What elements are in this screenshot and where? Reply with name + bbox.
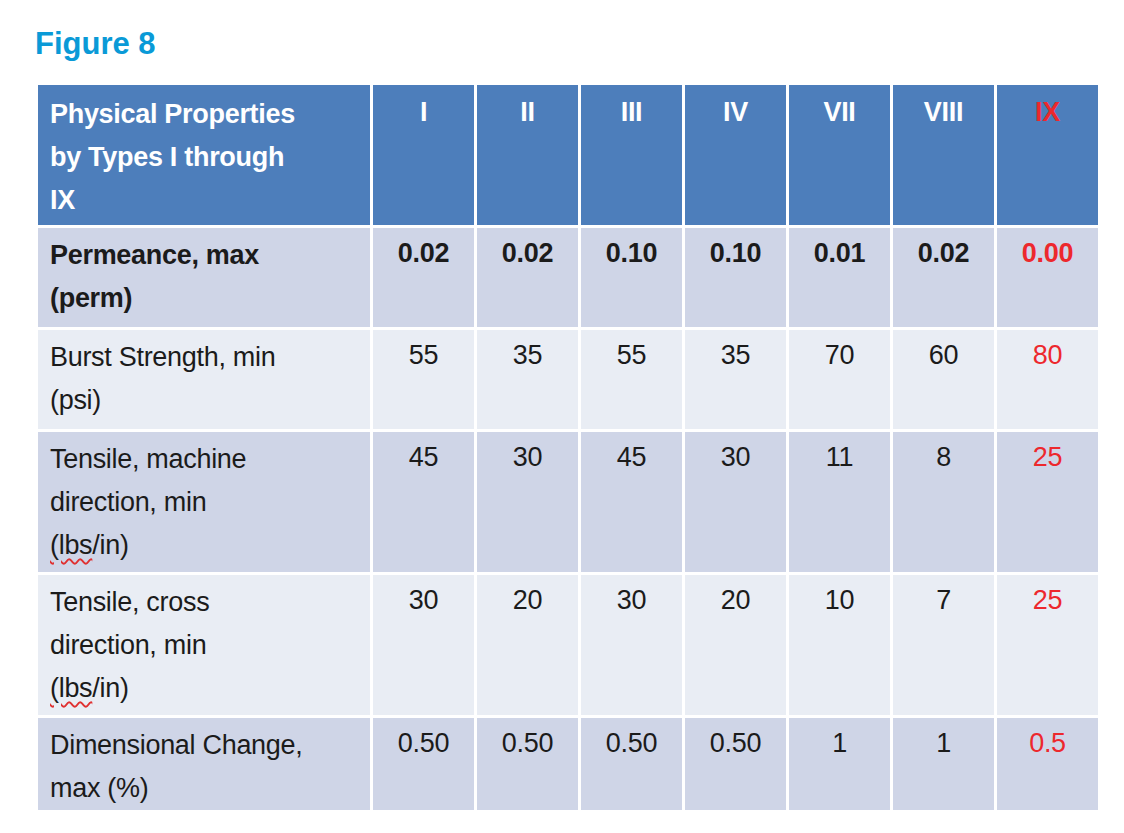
row-label-line: direction, min <box>50 481 360 524</box>
value-cell: 0.50 <box>476 717 580 812</box>
col-header-viii: VIII <box>892 84 996 227</box>
figure-title: Figure 8 <box>35 26 1124 62</box>
value-cell: 0.50 <box>684 717 788 812</box>
col-header-iv: IV <box>684 84 788 227</box>
row-label-cell: Tensile, cross direction, min (lbs/in) <box>37 574 372 717</box>
value-cell: 45 <box>580 431 684 574</box>
row-label-line: Tensile, cross <box>50 581 360 624</box>
row-label-line: Dimensional Change, <box>50 724 360 767</box>
value-cell: 70 <box>788 329 892 431</box>
value-cell: 0.02 <box>892 227 996 329</box>
row-label-cell: Tensile, machine direction, min (lbs/in) <box>37 431 372 574</box>
header-label-line: by Types I through <box>50 136 360 179</box>
value-cell: 55 <box>372 329 476 431</box>
col-header-ii: II <box>476 84 580 227</box>
row-label-line: (psi) <box>50 379 360 422</box>
spellcheck-squiggle-text: (lbs <box>50 673 92 703</box>
value-cell: 25 <box>996 574 1100 717</box>
value-cell: 30 <box>372 574 476 717</box>
figure-page: Figure 8 Physical Properties by Types I … <box>0 0 1124 813</box>
row-label-line: (lbs/in) <box>50 667 360 710</box>
value-cell: 10 <box>788 574 892 717</box>
spellcheck-squiggle-text: (lbs <box>50 530 92 560</box>
col-header-i: I <box>372 84 476 227</box>
row-label-cell: Permeance, max (perm) <box>37 227 372 329</box>
value-cell: 30 <box>684 431 788 574</box>
row-label-line: max (%) <box>50 767 360 810</box>
value-cell: 0.02 <box>476 227 580 329</box>
row-label-cell: Burst Strength, min (psi) <box>37 329 372 431</box>
value-cell: 20 <box>476 574 580 717</box>
value-cell: 45 <box>372 431 476 574</box>
value-cell: 60 <box>892 329 996 431</box>
value-cell: 0.10 <box>684 227 788 329</box>
row-label-line: (perm) <box>50 277 360 320</box>
row-label-line: Permeance, max <box>50 234 360 277</box>
row-dimensional-change: Dimensional Change, max (%) 0.50 0.50 0.… <box>37 717 1100 812</box>
row-permeance: Permeance, max (perm) 0.02 0.02 0.10 0.1… <box>37 227 1100 329</box>
row-label-line: Burst Strength, min <box>50 336 360 379</box>
value-cell: 1 <box>892 717 996 812</box>
row-label-line: (lbs/in) <box>50 524 360 567</box>
col-header-iii: III <box>580 84 684 227</box>
row-label-cell: Dimensional Change, max (%) <box>37 717 372 812</box>
physical-properties-table: Physical Properties by Types I through I… <box>35 82 1101 813</box>
row-tensile-cross: Tensile, cross direction, min (lbs/in) 3… <box>37 574 1100 717</box>
header-label-line: IX <box>50 179 360 222</box>
value-cell: 35 <box>476 329 580 431</box>
value-cell: 1 <box>788 717 892 812</box>
header-label-line: Physical Properties <box>50 93 360 136</box>
row-burst-strength: Burst Strength, min (psi) 55 35 55 35 70… <box>37 329 1100 431</box>
value-cell: 8 <box>892 431 996 574</box>
value-cell: 0.50 <box>372 717 476 812</box>
value-cell: 55 <box>580 329 684 431</box>
value-cell: 0.01 <box>788 227 892 329</box>
value-cell: 7 <box>892 574 996 717</box>
value-cell: 30 <box>580 574 684 717</box>
value-cell: 0.00 <box>996 227 1100 329</box>
value-cell: 11 <box>788 431 892 574</box>
header-row: Physical Properties by Types I through I… <box>37 84 1100 227</box>
value-cell: 0.02 <box>372 227 476 329</box>
value-cell: 0.10 <box>580 227 684 329</box>
header-label-cell: Physical Properties by Types I through I… <box>37 84 372 227</box>
col-header-vii: VII <box>788 84 892 227</box>
row-label-line: direction, min <box>50 624 360 667</box>
value-cell: 80 <box>996 329 1100 431</box>
value-cell: 0.50 <box>580 717 684 812</box>
row-tensile-machine: Tensile, machine direction, min (lbs/in)… <box>37 431 1100 574</box>
row-label-line: Tensile, machine <box>50 438 360 481</box>
row-label-line-rest: /in) <box>92 673 128 703</box>
value-cell: 35 <box>684 329 788 431</box>
col-header-ix: IX <box>996 84 1100 227</box>
value-cell: 25 <box>996 431 1100 574</box>
value-cell: 20 <box>684 574 788 717</box>
row-label-line-rest: /in) <box>92 530 128 560</box>
value-cell: 30 <box>476 431 580 574</box>
value-cell: 0.5 <box>996 717 1100 812</box>
